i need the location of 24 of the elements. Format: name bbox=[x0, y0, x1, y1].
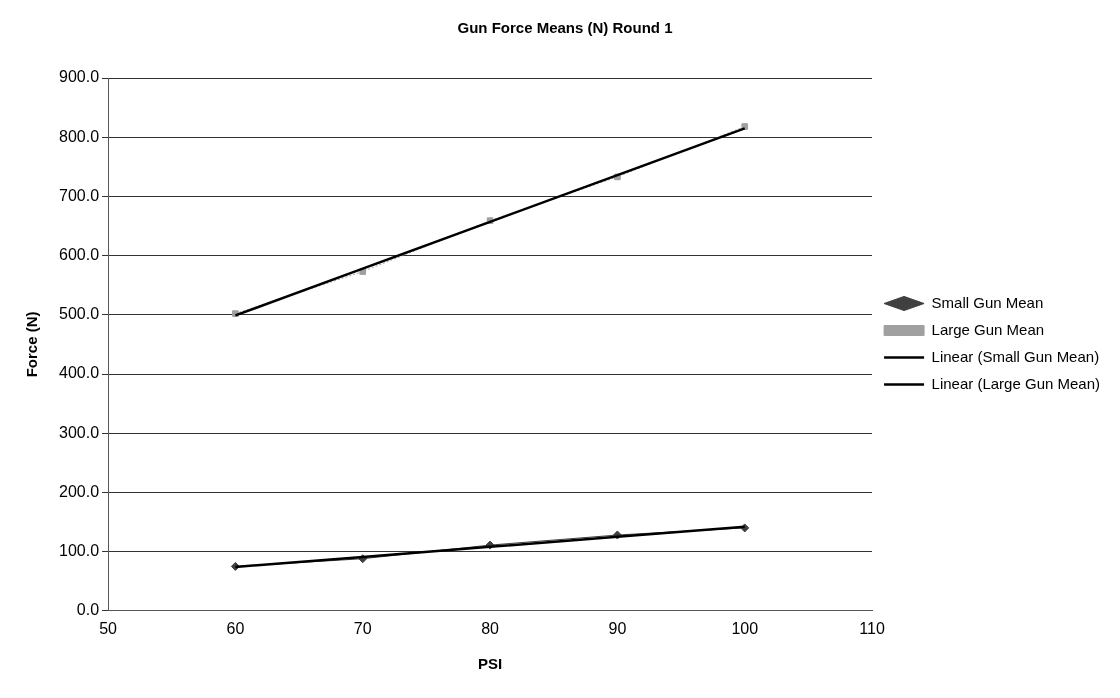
x-tick-label: 60 bbox=[226, 619, 245, 637]
legend-label: Large Gun Mean bbox=[931, 320, 1045, 338]
legend-label: Linear (Large Gun Mean) bbox=[931, 374, 1101, 392]
y-tick-label: 100.0 bbox=[58, 542, 100, 560]
chart-title: Gun Force Means (N) Round 1 bbox=[457, 19, 673, 37]
y-tick-label: 400.0 bbox=[58, 364, 100, 382]
x-tick-label: 110 bbox=[859, 619, 885, 637]
y-tick-label: 500.0 bbox=[58, 305, 100, 323]
y-tick-label: 800.0 bbox=[58, 127, 100, 145]
y-tick-label: 700.0 bbox=[58, 186, 100, 204]
x-tick-label: 70 bbox=[353, 619, 372, 637]
y-tick-label: 900.0 bbox=[58, 68, 100, 86]
x-axis-title: PSI bbox=[477, 655, 503, 673]
x-tick-label: 80 bbox=[481, 619, 500, 637]
y-axis-title: Force (N) bbox=[23, 311, 41, 378]
y-tick-label: 600.0 bbox=[58, 246, 100, 264]
x-tick-label: 50 bbox=[99, 619, 118, 637]
x-tick-label: 100 bbox=[731, 619, 759, 637]
y-tick-label: 300.0 bbox=[58, 423, 100, 441]
legend-label: Linear (Small Gun Mean) bbox=[931, 347, 1100, 365]
x-tick-label: 90 bbox=[608, 619, 627, 637]
legend-label: Small Gun Mean bbox=[931, 293, 1044, 311]
y-tick-label: 200.0 bbox=[58, 482, 100, 500]
y-tick-label: 0.0 bbox=[76, 601, 100, 619]
